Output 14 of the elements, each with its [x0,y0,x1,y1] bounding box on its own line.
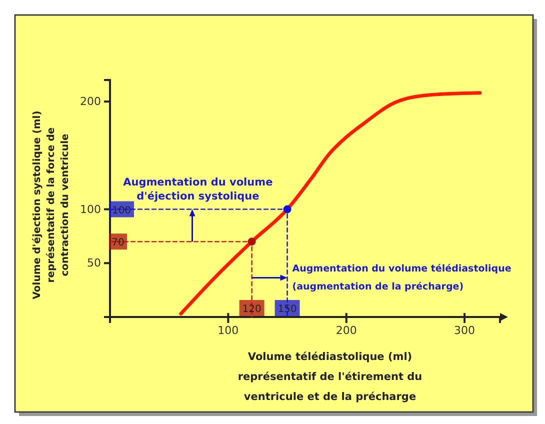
annotation: 120 [242,304,262,315]
y-tick-label: 200 [80,95,101,108]
annotation: 100 [112,205,132,216]
x-tick-label: 300 [454,324,476,337]
annotation: 150 [278,304,297,315]
annotation: 70 [112,238,124,249]
y-tick-label: 100 [80,202,101,216]
y-axis-title: Volume d'éjection systolique (ml) représentatif de la force de contraction du ventricule [32,110,71,300]
annotation: Augmentation du volume télédiastolique (augmentation de la précharge) [292,264,512,293]
y-tick-label: 50 [87,256,101,270]
x-axis-title: Volume télédiastolique (ml) représentatif de l'étirement du ventricule et de la précharge [238,351,422,403]
annotation: Augmentation du volume d'éjection systolique [123,176,273,202]
x-tick-label: 200 [336,324,357,337]
x-tick-label: 100 [218,324,239,337]
